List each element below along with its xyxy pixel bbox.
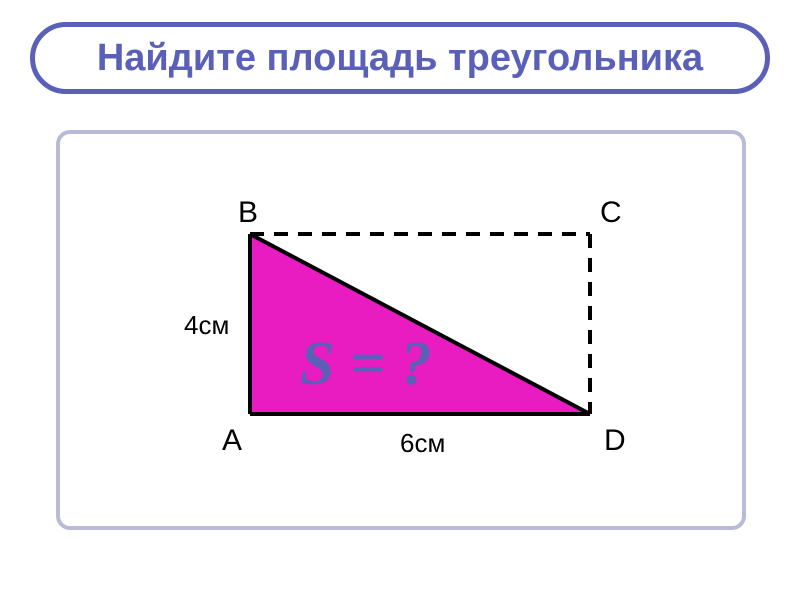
vertex-c-label: C xyxy=(600,196,622,229)
dim-left-label: 4см xyxy=(184,310,229,340)
figure-frame: B C A D 4см 6см S = ? xyxy=(56,130,746,530)
triangle-diagram: B C A D 4см 6см S = ? xyxy=(130,174,680,494)
title-bar: Найдите площадь треугольника xyxy=(30,22,770,94)
formula-text: S = ? xyxy=(300,330,432,398)
vertex-d-label: D xyxy=(604,424,626,457)
vertex-a-label: A xyxy=(222,424,242,457)
dim-bottom-label: 6см xyxy=(400,428,445,458)
page-title: Найдите площадь треугольника xyxy=(97,37,703,80)
vertex-b-label: B xyxy=(238,196,258,229)
